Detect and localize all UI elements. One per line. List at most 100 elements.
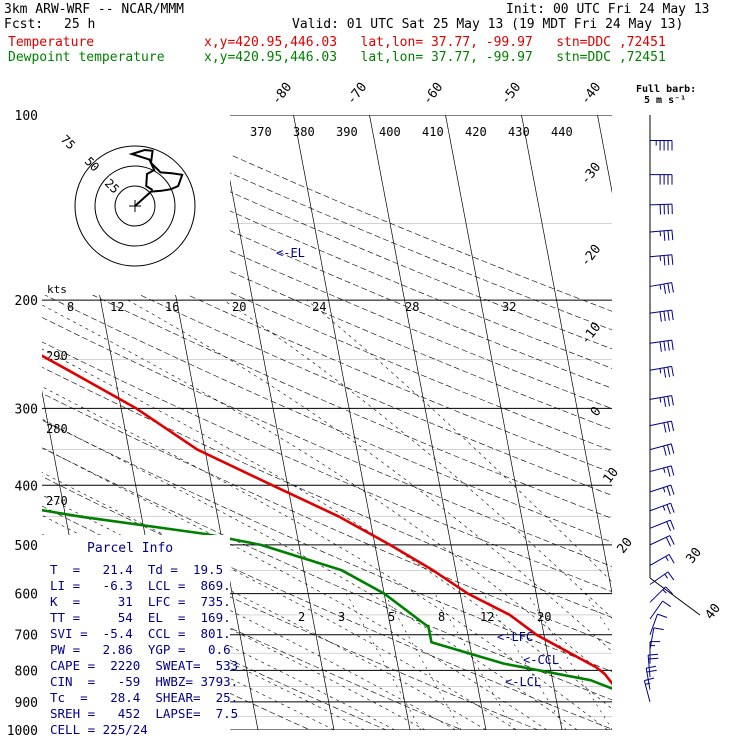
mixing-ratio-line (527, 593, 612, 730)
isotherm-label: 10 (601, 465, 622, 487)
barb-flag (671, 254, 674, 265)
parcel-info-row: PW = 2.86 YGP = 0.6 (50, 642, 231, 657)
mixing-ratio-line (434, 593, 515, 730)
wind-barb (645, 665, 657, 690)
barb-flag (670, 484, 675, 495)
moist-adiabat (42, 418, 578, 730)
dry-adiabat (42, 317, 612, 567)
mixing-ratio-label: 28 (405, 300, 419, 314)
barb-flag (662, 600, 672, 608)
barb-flag (667, 367, 670, 377)
barb-flag (671, 395, 674, 406)
barb-flag (663, 422, 667, 433)
parcel-info-row: SREH = 452 LAPSE= 7.5 (50, 706, 238, 721)
barb-flag (666, 486, 671, 496)
theta-label: 390 (336, 125, 358, 139)
mixing-ratio-label: 32 (502, 300, 516, 314)
moist-adiabat (42, 514, 456, 730)
barb-flag (665, 586, 673, 595)
barb-staff (649, 282, 672, 287)
mixing-ratio-label: 12 (480, 610, 494, 624)
barb-staff (649, 613, 658, 635)
barb-flag (659, 311, 662, 322)
barb-flag (671, 282, 674, 293)
barb-flag (659, 368, 662, 374)
level-marker: <-EL (276, 246, 305, 260)
mixing-ratio-label: 24 (312, 300, 326, 314)
isotherm-line (293, 115, 411, 730)
parcel-info-row: CIN = -59 HWBZ= 3793. (50, 674, 238, 689)
wind-barb (649, 641, 660, 664)
hodograph-ring (114, 185, 156, 227)
barb-flag (666, 444, 671, 455)
isotherm-line (369, 115, 487, 730)
wind-barb (649, 535, 675, 547)
theta-label: 430 (508, 125, 530, 139)
mixing-ratio-label: 16 (165, 300, 179, 314)
barb-flag (671, 340, 674, 351)
parcel-info-row: Tc = 28.4 SHEAR= 25. (50, 690, 238, 705)
mixing-ratio-line (384, 593, 462, 730)
barb-staff (649, 519, 671, 529)
wind-barb (649, 586, 673, 603)
barb-flag (653, 627, 664, 631)
hodograph-ring (94, 165, 176, 247)
parcel-info-panel (42, 535, 230, 730)
barb-flag (663, 341, 666, 352)
mixing-ratio-label: 5 (388, 610, 395, 624)
barb-staff (649, 627, 655, 650)
level-markers: <-EL <-LFC <-CCL <-LCL (276, 246, 559, 689)
barb-flag (670, 465, 675, 476)
barb-axis-slant (649, 577, 701, 616)
forecast-label: Fcst: (4, 17, 44, 32)
isotherm-label: -10 (578, 320, 604, 348)
theta-label: 370 (250, 125, 272, 139)
barb-flag (663, 283, 667, 294)
barb-flag (659, 397, 662, 403)
pressure-tick-label: 200 (15, 294, 38, 309)
barb-staff (649, 365, 672, 371)
barb-flag (663, 445, 667, 456)
wind-barbs (643, 115, 701, 702)
level-marker: <-LFC (497, 630, 533, 644)
barb-staff (649, 553, 670, 566)
theta-labels: 370 380 390 400 410 420 430 440 (250, 125, 573, 139)
dry-adiabat (42, 293, 612, 543)
isotherm-label: -70 (344, 80, 370, 108)
barb-staff (649, 600, 664, 620)
barb-flag (666, 466, 671, 477)
wind-barb (649, 613, 668, 635)
dewpoint-line (42, 508, 612, 690)
barb-flag (671, 420, 675, 432)
isotherm-line (217, 115, 335, 730)
wind-barb (649, 600, 672, 620)
theta-label: 410 (422, 125, 444, 139)
dry-adiabat (42, 341, 612, 592)
hodograph-ring (74, 145, 196, 267)
wind-barb (649, 229, 674, 241)
barb-staff (649, 571, 669, 585)
barb-flag (667, 340, 670, 351)
isotherm-label: -60 (420, 80, 446, 108)
temperature-line (42, 354, 612, 686)
side-label: 270 (46, 494, 68, 508)
mixing-ratio-label: 20 (537, 610, 551, 624)
isotherm-label: -80 (269, 80, 295, 108)
barb-flag (667, 283, 670, 294)
moist-adiabat (42, 447, 547, 730)
theta-label: 420 (465, 125, 487, 139)
barb-flag (667, 421, 671, 432)
pressure-tick-label: 700 (15, 629, 38, 644)
wind-barb (649, 443, 675, 456)
barb-flag (663, 396, 667, 407)
mixing-ratio-labels: 8 12 16 20 24 28 32 2 3 5 8 12 20 (67, 300, 551, 624)
barb-flag (664, 573, 669, 579)
pressure-tick-labels: 100 200 300 400 500 600 700 800 900 1000 (7, 109, 38, 739)
mixing-ratio-label: 3 (338, 610, 345, 624)
dry-adiabat (42, 392, 612, 645)
mixing-ratio-label: 20 (232, 300, 246, 314)
isotherm-labels: -80 -70 -60 -50 -40 -30 -20 -10 0 10 20 30 40 (269, 80, 724, 623)
barb-flag (663, 367, 667, 378)
level-marker: <-LCL (505, 675, 541, 689)
mixing-ratio-line (346, 593, 422, 730)
